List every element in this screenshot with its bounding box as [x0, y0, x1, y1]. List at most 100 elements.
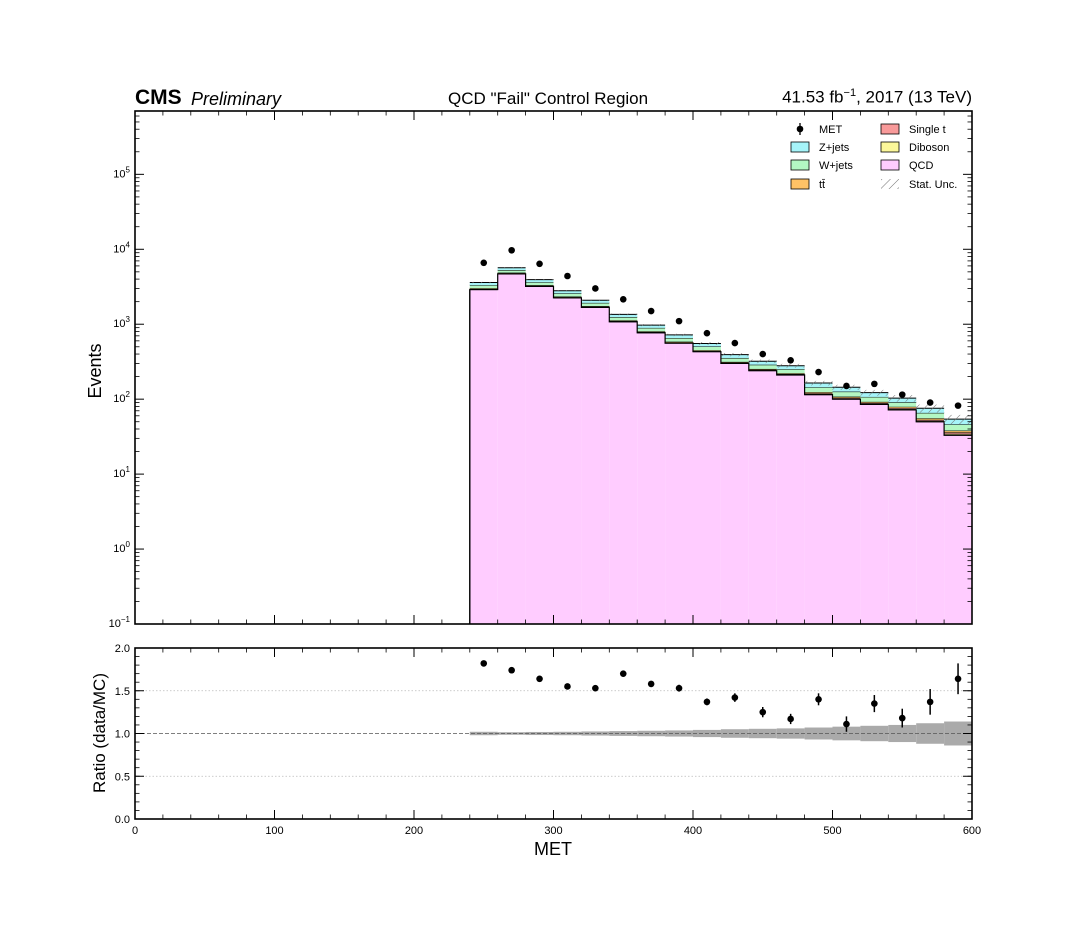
legend-entry-data: MET	[796, 123, 843, 136]
ratio-point	[815, 696, 822, 703]
ratio-point	[954, 675, 962, 683]
wjets-bar	[581, 302, 610, 307]
legend-swatch-unc	[881, 179, 899, 189]
ratio-point	[647, 680, 655, 688]
stat-unc-band	[748, 359, 777, 364]
stat-unc-band	[637, 324, 666, 327]
qcd-bar	[888, 409, 917, 624]
qcd-bar	[916, 421, 945, 624]
lumi-label: 41.53 fb−1, 2017 (13 TeV)	[782, 87, 972, 108]
diboson-bar	[944, 433, 972, 436]
stat-unc-band	[916, 404, 945, 413]
qcd-bar	[804, 394, 833, 624]
x-tick-label: 0	[132, 825, 138, 837]
ttbar-bar	[944, 430, 972, 433]
ratio-tick-label: 2.0	[115, 643, 130, 655]
data-point	[480, 259, 488, 267]
wjets-bar	[665, 337, 693, 342]
legend-entry-qcd: QCD	[880, 159, 934, 172]
qcd-bar	[609, 321, 638, 624]
data-point	[592, 285, 599, 292]
legend-marker-data	[796, 125, 804, 133]
legend-entry-unc: Stat. Unc.	[881, 179, 957, 191]
stat-unc-band	[860, 389, 889, 396]
legend-entry-diboson: Diboson	[880, 141, 949, 154]
stack-outline	[469, 273, 972, 624]
legend-swatch-ttbar	[790, 178, 810, 190]
ratio-point	[564, 683, 571, 690]
x-tick-label: 200	[405, 825, 423, 837]
legend-swatch-qcd	[880, 159, 900, 171]
qcd-bar	[693, 351, 721, 624]
data-point	[508, 246, 515, 254]
legend-entry-ttbar: tt̄	[790, 178, 825, 191]
x-axis-label: MET	[534, 839, 572, 859]
qcd-bar	[469, 289, 498, 624]
qcd-bar	[860, 404, 889, 624]
data-point	[564, 272, 571, 280]
lumi-value: 41.53 fb	[782, 87, 844, 107]
data-point	[815, 368, 822, 376]
ratio-axis-label: Ratio (data/MC)	[90, 673, 109, 793]
ratio-tick-label: 1.0	[115, 729, 130, 741]
ttbar-bar	[804, 392, 833, 394]
qcd-bar	[581, 307, 610, 624]
data-point	[898, 391, 906, 398]
wjets-bar	[525, 282, 554, 286]
ratio-point	[480, 660, 488, 667]
qcd-bar	[637, 332, 666, 624]
ratio-band-segment	[497, 732, 526, 735]
legend-swatch-wjets	[790, 159, 810, 171]
lumi-exponent: −1	[843, 87, 857, 99]
ratio-band-segment	[888, 724, 917, 743]
wjets-bar	[916, 412, 945, 419]
wjets-bar	[469, 285, 498, 289]
legend-swatch-singlet	[880, 123, 900, 135]
zjets-bar	[609, 314, 638, 318]
legend-label-qcd: QCD	[909, 160, 934, 172]
qcd-bar	[525, 286, 554, 624]
stat-unc-band	[525, 278, 554, 281]
wjets-bar	[804, 387, 833, 393]
ratio-point	[759, 708, 767, 716]
wjets-bar	[776, 369, 805, 374]
stat-unc-band	[469, 281, 498, 284]
wjets-bar	[832, 391, 861, 397]
data-point	[647, 307, 655, 315]
cms-label: CMS	[135, 86, 182, 109]
singlet-bar	[944, 432, 972, 434]
ratio-point	[619, 670, 627, 677]
ttbar-bar	[888, 406, 917, 409]
stat-unc-band	[804, 380, 833, 386]
stat-unc-band	[609, 313, 638, 316]
zjets-bar	[665, 334, 693, 338]
stack-qcd	[469, 273, 972, 624]
qcd-bar	[944, 435, 972, 624]
stat-unc-band	[665, 333, 693, 337]
legend-entry-wjets: W+jets	[790, 159, 853, 172]
lumi-rest: , 2017 (13 TeV)	[856, 87, 972, 107]
ttbar-bar	[860, 401, 889, 403]
ratio-tick-label: 0.0	[115, 814, 130, 826]
data-point	[787, 357, 794, 364]
stat-unc-band	[693, 342, 721, 345]
wjets-bar	[748, 364, 777, 369]
y-tick-label: 104	[113, 240, 130, 255]
ratio-point	[926, 698, 934, 706]
stat-unc-band	[944, 414, 972, 425]
x-tick-label: 100	[265, 825, 283, 837]
stat-unc-band	[720, 353, 749, 357]
legend-label-singlet: Single t	[909, 124, 946, 136]
qcd-bar	[748, 370, 777, 624]
ratio-band-segment	[581, 731, 610, 736]
zjets-bar	[693, 343, 721, 347]
qcd-bar	[776, 375, 805, 624]
x-tick-label: 400	[684, 825, 702, 837]
zjets-bar	[469, 282, 498, 286]
ratio-point	[731, 694, 739, 701]
qcd-bar	[665, 343, 693, 624]
qcd-bar	[832, 399, 861, 624]
legend-label-data: MET	[819, 124, 843, 136]
data-points	[480, 246, 962, 409]
